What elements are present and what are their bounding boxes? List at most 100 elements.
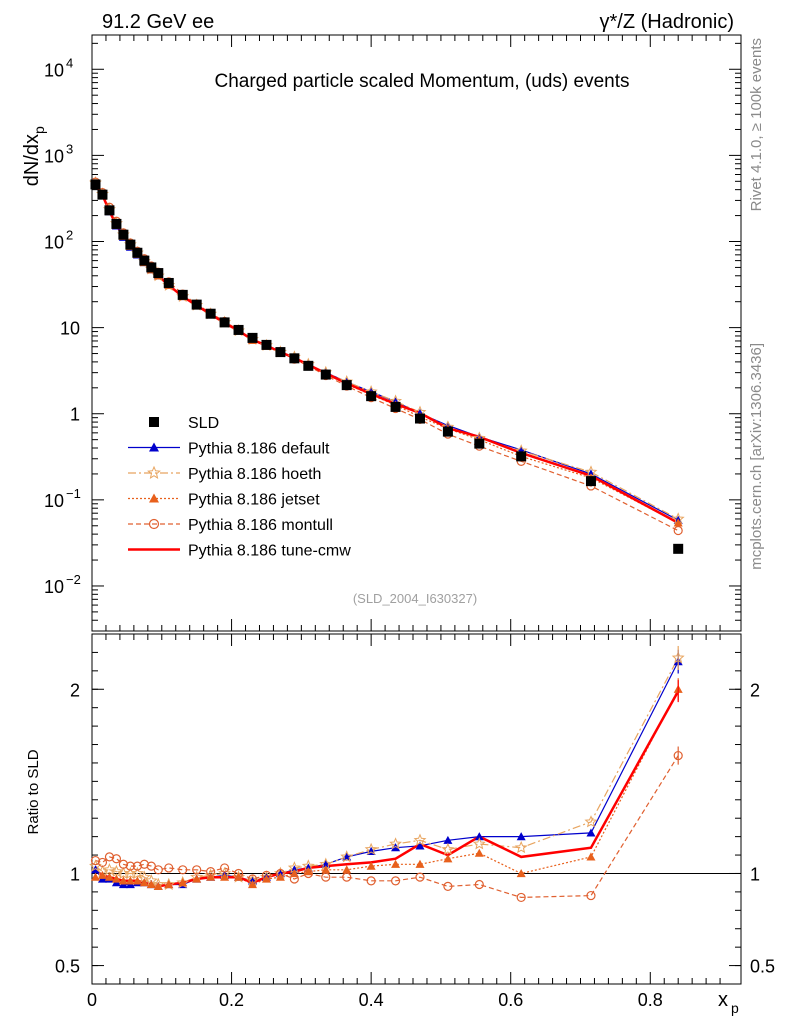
- point-data: [585, 476, 596, 487]
- point-data: [132, 247, 143, 258]
- ratio-frame: [91, 633, 742, 985]
- ratio-point-montull: [118, 859, 129, 869]
- point-data: [474, 438, 485, 449]
- mcplots-label: mcplots.cern.ch [arXiv:1306.3436]: [748, 343, 765, 570]
- ratio-point-montull: [261, 870, 272, 880]
- y-tick-exponent: 3: [66, 141, 73, 156]
- ratio-point-jetset: [415, 859, 425, 868]
- ratio-line-hoeth: [95, 657, 679, 886]
- header-right: γ*/Z (Hadronic): [600, 11, 734, 33]
- ratio-point-default: [415, 841, 425, 850]
- legend-label: Pythia 8.186 montull: [188, 517, 333, 534]
- ratio-point-montull: [390, 876, 401, 886]
- ratio-point-jetset: [139, 878, 149, 887]
- ratio-point-montull: [516, 892, 526, 903]
- header-left: 91.2 GeV ee: [102, 11, 214, 33]
- y-tick-label: 10: [44, 233, 64, 253]
- x-tick-label: 0.6: [498, 990, 523, 1010]
- ratio-panel: 0.5 0.5 1 1 2 2 0 0.2 0.4 0.6 0.8: [55, 633, 775, 1010]
- y-tick-label: 10: [44, 60, 64, 80]
- point-data: [153, 268, 164, 279]
- ratio-point-jetset: [443, 854, 453, 863]
- ratio-point-montull: [164, 863, 174, 873]
- ratio-y-tick-label: 2: [70, 680, 80, 700]
- ratio-point-default: [516, 832, 526, 841]
- ratio-point-montull: [275, 868, 286, 879]
- ratio-point-jetset: [321, 865, 331, 874]
- y-tick-exponent: −2: [66, 572, 81, 587]
- ratio-point-jetset: [111, 874, 121, 883]
- ratio-point-jetset: [516, 868, 526, 878]
- ratio-point-montull: [206, 867, 216, 877]
- x-axis-label-subscript: p: [731, 1000, 739, 1016]
- ratio-point-jetset: [132, 876, 142, 885]
- ratio-point-hoeth: [102, 862, 116, 876]
- ratio-point-hoeth: [109, 864, 123, 878]
- ratio-point-jetset: [261, 874, 271, 883]
- point-data: [125, 239, 136, 250]
- ratio-point-hoeth: [514, 840, 528, 854]
- point-data: [90, 179, 101, 190]
- ratio-line-montull: [95, 755, 679, 899]
- point-data: [673, 543, 684, 554]
- y-tick-exponent: 4: [66, 55, 73, 70]
- ratio-point-montull: [139, 859, 149, 869]
- ratio-point-default: [474, 832, 484, 841]
- ratio-y-tick-label-right: 0.5: [750, 957, 775, 977]
- point-montull: [673, 525, 683, 536]
- ratio-point-hoeth: [441, 842, 455, 856]
- point-data: [289, 353, 300, 364]
- ratio-point-default: [90, 865, 100, 874]
- legend: SLD Pythia 8.186 default Pythia 8.186 hoet…: [128, 415, 351, 560]
- ratio-y-tick-label-right: 1: [750, 864, 760, 884]
- ratio-point-hoeth: [130, 866, 144, 879]
- point-data: [366, 391, 377, 402]
- legend-label: Pythia 8.186 hoeth: [188, 466, 321, 483]
- point-data: [442, 426, 453, 437]
- ratio-point-hoeth: [584, 815, 598, 828]
- ratio-point-montull: [474, 879, 484, 890]
- legend-marker-hoeth: [147, 465, 161, 479]
- ratio-point-montull: [219, 863, 230, 873]
- ratio-point-default: [443, 835, 453, 844]
- ratio-point-montull: [111, 854, 122, 864]
- ratio-point-montull: [366, 876, 376, 886]
- y-tick-label: 10: [44, 146, 64, 166]
- point-data: [516, 451, 527, 462]
- point-data: [247, 332, 258, 343]
- legend-label: Pythia 8.186 jetset: [188, 492, 320, 509]
- point-data: [275, 347, 286, 358]
- ratio-point-montull: [192, 865, 202, 875]
- ratio-point-montull: [178, 865, 188, 875]
- ratio-point-jetset: [97, 870, 107, 879]
- y-tick-exponent: −1: [66, 486, 81, 501]
- ratio-point-jetset: [146, 880, 156, 889]
- point-data: [163, 277, 174, 288]
- ratio-point-jetset: [90, 872, 100, 881]
- y-axis-label-subscript: p: [31, 126, 47, 134]
- ratio-point-jetset: [153, 881, 163, 890]
- ratio-point-montull: [303, 868, 313, 879]
- x-tick-label: 0: [87, 990, 97, 1010]
- series-line-hoeth: [94, 182, 679, 520]
- ratio-point-montull: [586, 890, 596, 901]
- ratio-point-montull: [146, 861, 156, 871]
- ratio-point-montull: [90, 855, 101, 866]
- ratio-y-axis-label: Ratio to SLD: [25, 749, 42, 834]
- ratio-point-jetset: [206, 872, 216, 881]
- y-axis-label-text: dN/dx: [21, 134, 43, 186]
- ratio-point-default: [391, 843, 401, 852]
- ratio-point-default: [586, 828, 596, 837]
- ratio-point-jetset: [192, 874, 202, 883]
- x-tick-label: 0.4: [359, 990, 384, 1010]
- y-tick-label: 10: [44, 491, 64, 511]
- ratio-point-jetset: [391, 859, 401, 868]
- legend-label: Pythia 8.186 default: [188, 441, 330, 458]
- x-tick-label: 0.8: [638, 990, 663, 1010]
- ratio-point-hoeth: [389, 837, 403, 850]
- legend-label: SLD: [188, 415, 219, 432]
- point-data: [177, 289, 188, 300]
- y-tick-label: 1: [70, 405, 80, 425]
- ratio-point-jetset: [178, 878, 188, 887]
- ratio-point-montull: [233, 868, 244, 879]
